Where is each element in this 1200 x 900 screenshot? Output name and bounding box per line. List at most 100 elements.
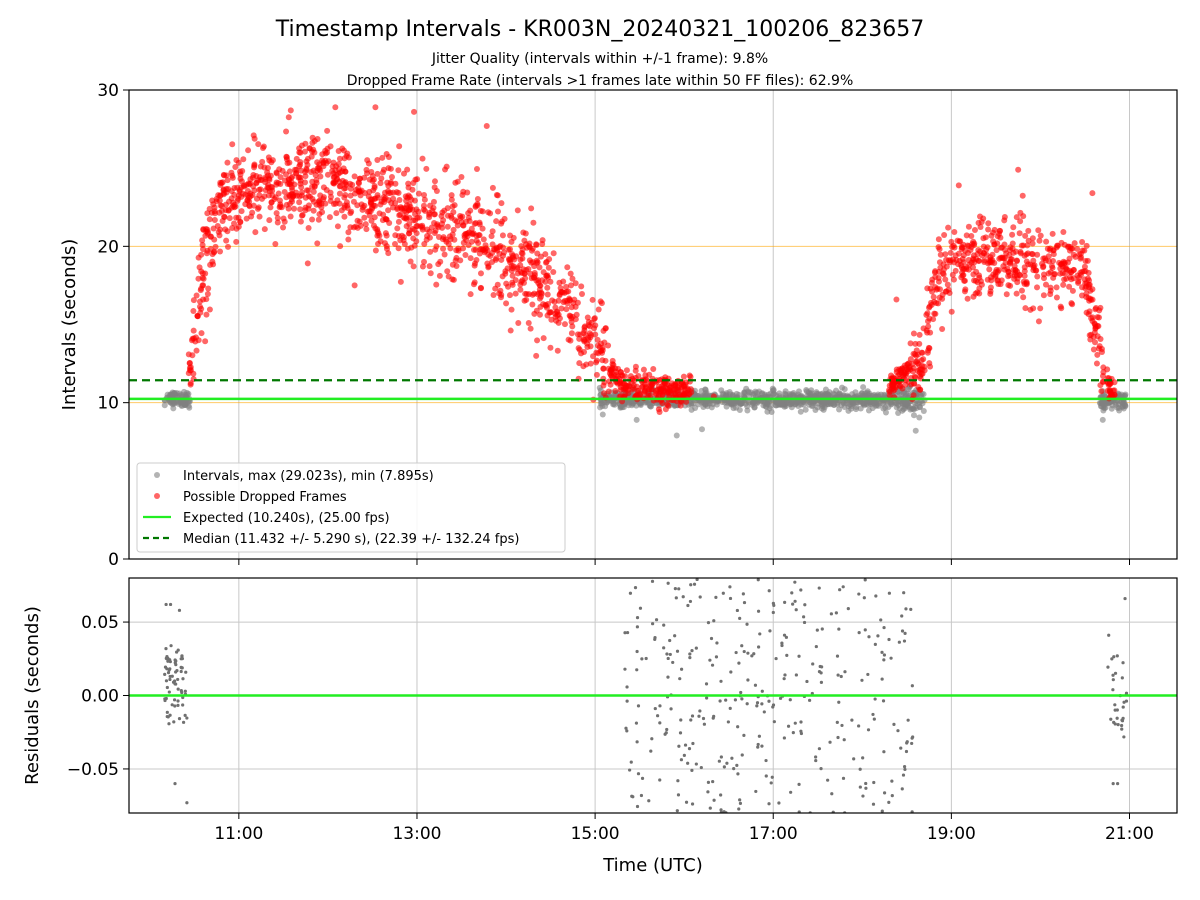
residual-point	[782, 677, 786, 681]
residual-point	[1115, 654, 1119, 658]
residual-point	[876, 634, 880, 638]
dropped-frame-point	[547, 344, 554, 351]
residual-point	[750, 654, 754, 658]
dropped-frame-point	[988, 259, 995, 266]
dropped-frame-point	[206, 216, 213, 223]
dropped-frame-point	[555, 319, 562, 326]
dropped-frame-point	[994, 233, 1001, 240]
dropped-frame-point	[330, 180, 337, 187]
residual-point	[836, 735, 840, 740]
residual-point	[630, 794, 634, 798]
residual-point	[623, 667, 627, 671]
residual-point	[719, 793, 723, 797]
dropped-frame-point	[297, 158, 304, 165]
interval-point	[858, 390, 865, 397]
residual-point	[910, 810, 914, 813]
residual-point	[635, 649, 639, 654]
dropped-frame-point	[222, 226, 229, 233]
residual-point	[173, 658, 177, 662]
residual-point	[793, 599, 797, 603]
dropped-frame-point	[285, 205, 292, 212]
residual-point	[180, 654, 184, 658]
residual-point	[173, 679, 177, 683]
dropped-frame-point	[986, 266, 993, 273]
dropped-frame-point	[349, 181, 356, 188]
residual-point	[867, 635, 871, 639]
dropped-frame-point	[336, 166, 343, 173]
dropped-frame-point	[189, 335, 196, 342]
residual-point	[185, 716, 189, 720]
residual-point	[176, 677, 180, 682]
residual-point	[1113, 703, 1117, 707]
residual-point	[1120, 676, 1124, 680]
dropped-frame-point	[965, 256, 972, 263]
dropped-frame-point	[361, 189, 368, 196]
x-tick-label: 17:00	[749, 824, 798, 844]
dropped-frame-point	[1005, 268, 1012, 275]
dropped-frame-point	[935, 275, 942, 282]
interval-point	[841, 386, 848, 393]
residual-point	[173, 704, 177, 708]
dropped-frame-point	[1104, 366, 1111, 373]
dropped-frame-point	[449, 203, 456, 210]
y-tick-label: 20	[97, 237, 119, 257]
dropped-frame-point	[550, 269, 557, 276]
dropped-frame-point	[545, 264, 552, 271]
dropped-frame-point	[199, 282, 206, 289]
dropped-frame-point	[617, 368, 624, 375]
dropped-frame-point	[239, 190, 246, 197]
dropped-frame-point	[899, 365, 906, 372]
interval-point	[857, 405, 864, 412]
dropped-frame-point	[518, 249, 525, 256]
dropped-frame-point	[474, 200, 481, 207]
dropped-frame-point	[414, 222, 421, 229]
dropped-frame-point	[485, 251, 492, 258]
dropped-frame-point	[919, 370, 926, 377]
dropped-frame-point	[1037, 305, 1044, 312]
dropped-frame-point	[468, 225, 475, 232]
residual-point	[168, 602, 173, 607]
residual-point	[1110, 657, 1114, 661]
interval-point	[841, 403, 848, 410]
dropped-frame-point	[472, 260, 479, 267]
dropped-frame-point	[1059, 270, 1066, 277]
dropped-frame-point	[517, 286, 524, 293]
residual-point	[170, 674, 174, 678]
residual-point	[857, 631, 861, 635]
dropped-frame-point	[578, 283, 585, 290]
dropped-frame-point	[256, 192, 263, 199]
residual-point	[675, 649, 680, 653]
dropped-frame-point	[1093, 360, 1100, 367]
dropped-frame-point	[237, 175, 244, 182]
dropped-frame-point	[1024, 250, 1031, 257]
residual-point	[771, 610, 775, 615]
residual-point	[780, 641, 784, 645]
dropped-frame-point	[310, 207, 317, 214]
dropped-frame-point	[367, 200, 374, 207]
dropped-frame-point	[985, 220, 992, 227]
dropped-frame-point	[561, 321, 568, 328]
dropped-frame-point	[276, 204, 283, 211]
residual-point	[644, 656, 648, 661]
dropped-frame-point	[996, 227, 1003, 234]
dropped-frame-point	[492, 256, 499, 263]
dropped-frame-point	[507, 232, 514, 239]
dropped-frame-point	[454, 178, 461, 185]
dropped-frame-point	[632, 367, 639, 374]
residual-point	[635, 615, 640, 620]
dropped-frame-point	[304, 260, 311, 267]
dropped-frame-point	[365, 160, 372, 167]
residual-point	[718, 699, 722, 703]
residuals-y-axis-label: Residuals (seconds)	[22, 606, 43, 785]
dropped-frame-point	[918, 349, 925, 356]
dropped-frame-point	[1089, 190, 1096, 197]
residual-point	[733, 698, 738, 702]
dropped-frame-point	[212, 243, 219, 250]
dropped-frame-point	[973, 256, 980, 263]
dropped-frame-point	[964, 295, 971, 302]
residual-point	[185, 801, 189, 805]
dropped-frame-point	[302, 207, 309, 214]
interval-point	[882, 409, 889, 416]
residual-point	[900, 787, 904, 791]
dropped-frame-point	[990, 229, 997, 236]
